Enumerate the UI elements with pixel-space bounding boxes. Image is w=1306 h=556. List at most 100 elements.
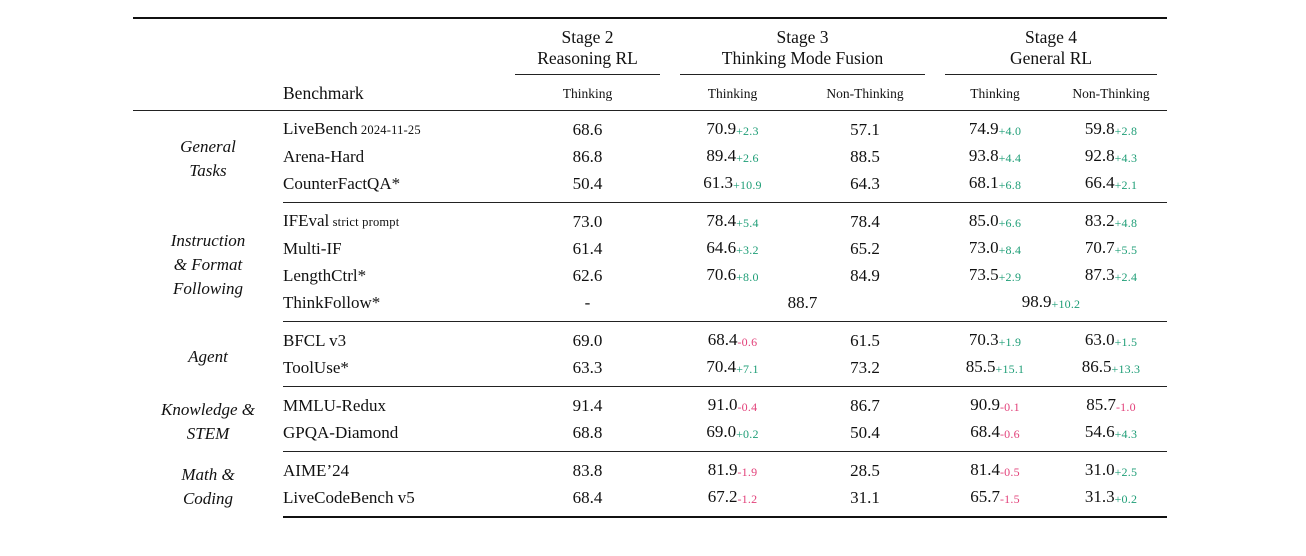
score-cell: 69.0	[505, 322, 670, 355]
score-cell: 62.6	[505, 262, 670, 289]
benchmark-name: Arena-Hard	[283, 146, 365, 166]
score-cell: 68.1+6.8	[935, 170, 1055, 203]
score-delta: +6.6	[998, 216, 1022, 230]
score-value: 62.6	[572, 265, 603, 285]
score-cell: 86.7	[795, 387, 935, 420]
empty-header-cell	[133, 75, 283, 111]
score-delta: -1.5	[999, 492, 1020, 506]
benchmark-name: GPQA-Diamond	[283, 419, 505, 452]
score-cell: 78.4	[795, 203, 935, 236]
category-label: Instruction & Format Following	[170, 230, 246, 298]
score-value: 98.9	[1021, 292, 1052, 311]
score-value: 84.9	[850, 265, 880, 285]
score-delta: +0.2	[1114, 492, 1138, 506]
score-value: 68.1	[968, 173, 999, 192]
score-value: 68.4	[707, 330, 738, 349]
benchmark-name: IFEval strict prompt	[283, 211, 400, 230]
category-label: Math & Coding	[181, 464, 235, 508]
score-delta: +15.1	[995, 362, 1025, 376]
score-delta: +3.2	[736, 243, 759, 257]
table-row: Knowledge & STEM MMLU-Redux 91.4 91.0-0.4 86.…	[133, 387, 1167, 443]
stage2-title-line2: Reasoning RL	[537, 48, 638, 68]
stage3-title: Stage 3 Thinking Mode Fusion	[680, 27, 925, 75]
score-cell: 31.1	[795, 484, 935, 518]
table-row: Multi-IF 61.4 64.6+3.2 65.2 73.0+8.4 70.7+5.5	[133, 235, 1167, 262]
score-cell: 91.4	[505, 387, 670, 420]
score-value: 90.9	[970, 395, 1000, 414]
score-cell: 73.5+2.9	[935, 262, 1055, 289]
score-delta: +10.9	[732, 178, 762, 192]
score-value: 65.2	[850, 238, 880, 258]
score-cell: 86.5+13.3	[1055, 354, 1167, 387]
score-cell: 68.4-0.6	[935, 419, 1055, 452]
score-value: 86.8	[572, 146, 603, 166]
score-value: 67.2	[707, 487, 738, 506]
score-value: 31.3	[1084, 487, 1115, 506]
score-cell: 64.3	[795, 170, 935, 203]
score-cell: 83.2+4.8	[1055, 203, 1167, 236]
score-value: 61.3	[703, 173, 733, 192]
score-value: 65.7	[970, 487, 1000, 506]
stage2-title: Stage 2 Reasoning RL	[515, 27, 660, 75]
score-cell: 85.0+6.6	[935, 203, 1055, 236]
score-cell: 67.2-1.2	[670, 484, 795, 518]
benchmark-name: MMLU-Redux	[283, 395, 386, 415]
score-cell: 59.8+2.8	[1055, 111, 1167, 144]
score-value: 73.0	[572, 211, 603, 231]
score-value: 74.9	[968, 119, 999, 138]
benchmark-name: ThinkFollow*	[283, 289, 505, 322]
score-value: 86.7	[850, 395, 880, 415]
score-value: 85.0	[968, 211, 999, 230]
score-value: 63.0	[1084, 330, 1115, 349]
score-cell: 73.2	[795, 354, 935, 387]
score-cell: 28.5	[795, 452, 935, 485]
score-cell: 86.8	[505, 143, 670, 170]
score-cell: 63.0+1.5	[1055, 322, 1167, 355]
score-cell: 61.5	[795, 322, 935, 355]
empty-header-cell	[283, 17, 505, 75]
score-delta: +2.6	[736, 151, 759, 165]
score-value: 69.0	[572, 330, 603, 350]
score-value: 85.5	[965, 357, 996, 376]
table-row: Agent BFCL v3 69.0 68.4-0.6 61.5 70.3+1.9 63.0…	[133, 322, 1167, 366]
score-delta: +2.1	[1114, 178, 1138, 192]
score-cell: 57.1	[795, 111, 935, 144]
score-delta: +6.8	[998, 178, 1022, 192]
table-row: ThinkFollow* - 88.7 98.9+10.2	[133, 289, 1167, 322]
score-delta: +2.5	[1114, 465, 1138, 479]
score-cell: 31.3+0.2	[1055, 484, 1167, 518]
benchmark-results-table: Stage 2 Reasoning RL Stage 3 Thinking Mo…	[133, 17, 1167, 518]
score-cell: 68.6	[505, 111, 670, 144]
score-delta: +4.0	[998, 124, 1022, 138]
score-delta: +2.3	[736, 124, 759, 138]
table-row: GPQA-Diamond 68.8 69.0+0.2 50.4 68.4-0.6 54.6…	[133, 419, 1167, 452]
score-cell: 66.4+2.1	[1055, 170, 1167, 203]
score-delta: +5.5	[1114, 243, 1138, 257]
score-delta: +4.3	[1114, 427, 1138, 441]
score-cell: 68.4-0.6	[670, 322, 795, 355]
table-row: LiveCodeBench v5 68.4 67.2-1.2 31.1 65.7-1.5…	[133, 484, 1167, 518]
score-cell: 68.8	[505, 419, 670, 452]
score-delta: +7.1	[736, 362, 759, 376]
score-value: 64.6	[706, 238, 737, 257]
score-delta: -0.4	[737, 400, 758, 414]
stage4-header: Stage 4 General RL	[935, 17, 1167, 75]
empty-header-cell	[133, 17, 283, 75]
score-delta: +8.0	[736, 270, 759, 284]
benchmark-name: CounterFactQA*	[283, 170, 505, 203]
score-cell: 87.3+2.4	[1055, 262, 1167, 289]
table-body: General Tasks LiveBench 2024-11-25 68.6 70.9…	[133, 111, 1167, 518]
score-value: 31.0	[1084, 460, 1115, 479]
score-cell: 65.2	[795, 235, 935, 262]
score-delta: +0.2	[736, 427, 759, 441]
table-row: Instruction & Format Following IFEval stric…	[133, 203, 1167, 298]
score-cell: 70.4+7.1	[670, 354, 795, 387]
score-value: 50.4	[572, 173, 603, 193]
score-value: 70.7	[1084, 238, 1115, 257]
score-cell: 88.5	[795, 143, 935, 170]
score-value: 78.4	[850, 211, 880, 231]
score-value: 83.8	[572, 460, 603, 480]
score-value: 57.1	[850, 119, 880, 139]
score-cell: 54.6+4.3	[1055, 419, 1167, 452]
score-value: 85.7	[1086, 395, 1116, 414]
